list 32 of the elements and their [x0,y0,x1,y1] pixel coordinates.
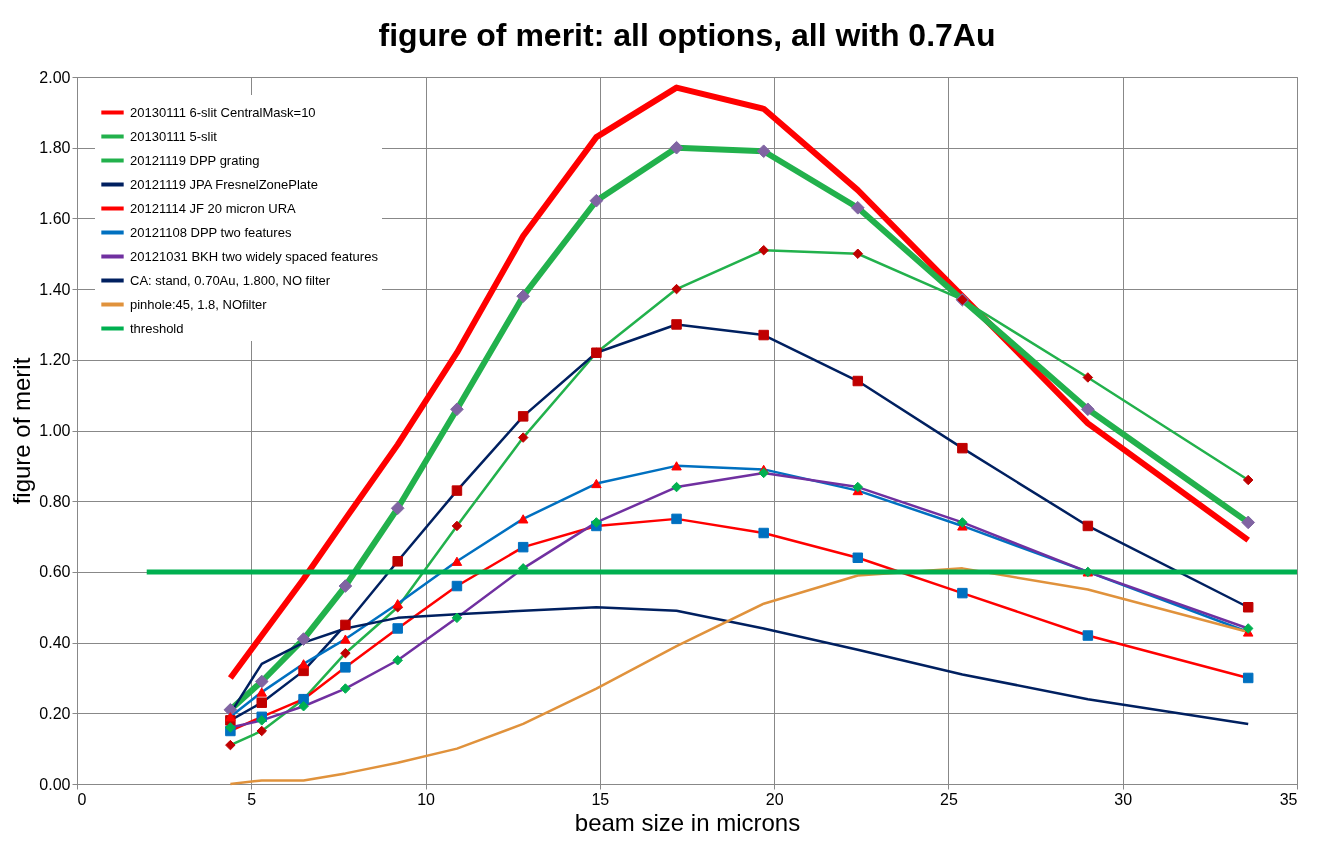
legend-label: pinhole:45, 1.8, NOfilter [130,296,268,312]
legend-label: 20121119 DPP grating [130,152,260,168]
y-tick-label: 1.00 [39,422,71,439]
x-axis-title: beam size in microns [574,808,801,836]
y-tick-label: 2.00 [39,68,71,86]
y-tick-label: 0.80 [39,492,71,510]
legend-label: CA: stand, 0.70Au, 1.800, NO filter [130,272,331,288]
x-tick-label: 25 [940,790,958,808]
x-tick-label: 20 [765,790,784,808]
chart-title: figure of merit: all options, all with 0.7Au [378,17,996,53]
x-tick-label: 0 [77,790,87,808]
y-tick-label: 1.60 [39,209,71,227]
x-tick-label: 35 [1279,790,1298,808]
x-tick-label: 15 [591,790,610,808]
x-tick-label: 30 [1114,790,1133,808]
x-tick-label: 10 [417,790,436,808]
x-tick-label: 5 [247,790,257,808]
y-tick-label: 0.20 [39,704,71,722]
y-tick-label: 1.40 [39,280,71,298]
y-tick-label: 1.20 [39,351,71,369]
legend-label: 20130111 6-slit CentralMask=10 [130,104,316,120]
legend-label: 20121031 BKH two widely spaced features [130,248,379,264]
y-tick-label: 0.60 [39,563,71,581]
legend-label: threshold [130,320,184,336]
legend-label: 20121119 JPA FresnelZonePlate [130,176,318,192]
legend-label: 20130111 5-slit [130,128,218,144]
legend-label: 20121114 JF 20 micron URA [130,200,297,216]
y-tick-label: 0.40 [39,634,71,652]
y-axis-title: figure of merit [8,357,36,505]
y-tick-label: 0.00 [39,775,71,793]
legend-label: 20121108 DPP two features [130,224,292,240]
y-tick-label: 1.80 [39,139,71,157]
